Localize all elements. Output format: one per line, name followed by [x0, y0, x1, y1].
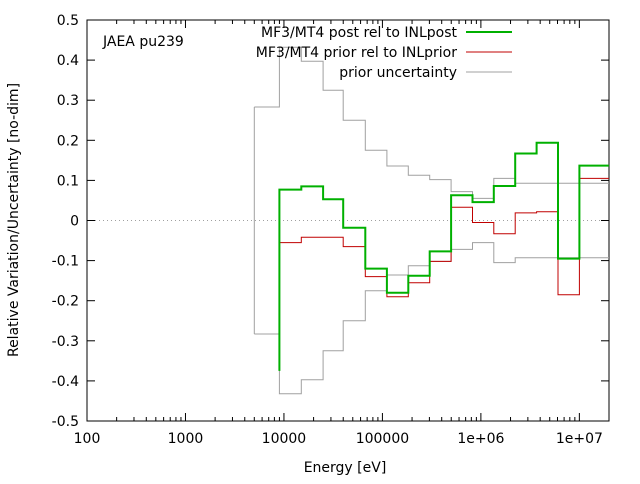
y-tick-label: 0.2 — [57, 133, 79, 149]
x-tick-label: 100000 — [356, 431, 409, 447]
x-tick-label: 1e+07 — [556, 431, 603, 447]
x-tick-label: 1000 — [168, 431, 204, 447]
legend-label-2: prior uncertainty — [339, 65, 457, 81]
y-tick-label: -0.3 — [52, 334, 79, 350]
legend: MF3/MT4 post rel to INLpost MF3/MT4 prior… — [256, 25, 512, 81]
x-tick-label: 1e+06 — [457, 431, 504, 447]
y-axis-label: Relative Variation/Uncertainty [no-dim] — [6, 83, 22, 357]
y-tick-label: -0.1 — [52, 254, 79, 270]
y-tick-label: 0.1 — [57, 173, 79, 189]
y-tick-label: -0.4 — [52, 374, 79, 390]
y-tick-label: 0.5 — [57, 13, 79, 29]
legend-label-0: MF3/MT4 post rel to INLpost — [261, 25, 457, 41]
y-tick-label: 0.3 — [57, 93, 79, 109]
y-tick-label: -0.5 — [52, 414, 79, 430]
series-1-line — [278, 177, 609, 337]
y-tick-label: 0.4 — [57, 53, 79, 69]
legend-label-1: MF3/MT4 prior rel to INLprior — [256, 45, 457, 61]
series-layer — [253, 46, 609, 395]
dataset-annotation: JAEA pu239 — [102, 34, 184, 50]
x-axis-label: Energy [eV] — [304, 460, 387, 476]
x-tick-label: 100 — [74, 431, 101, 447]
x-tick-label: 10000 — [262, 431, 307, 447]
series-2-lower-line — [254, 242, 609, 395]
y-tick-label: -0.2 — [52, 294, 79, 310]
y-tick-label: 0 — [70, 214, 79, 230]
series-0-line — [278, 141, 609, 371]
ticks-layer: -0.5 -0.4 -0.3 -0.2 -0.1 0 0.1 0.2 0.3 0.4 0.5 100 1… — [52, 13, 610, 447]
